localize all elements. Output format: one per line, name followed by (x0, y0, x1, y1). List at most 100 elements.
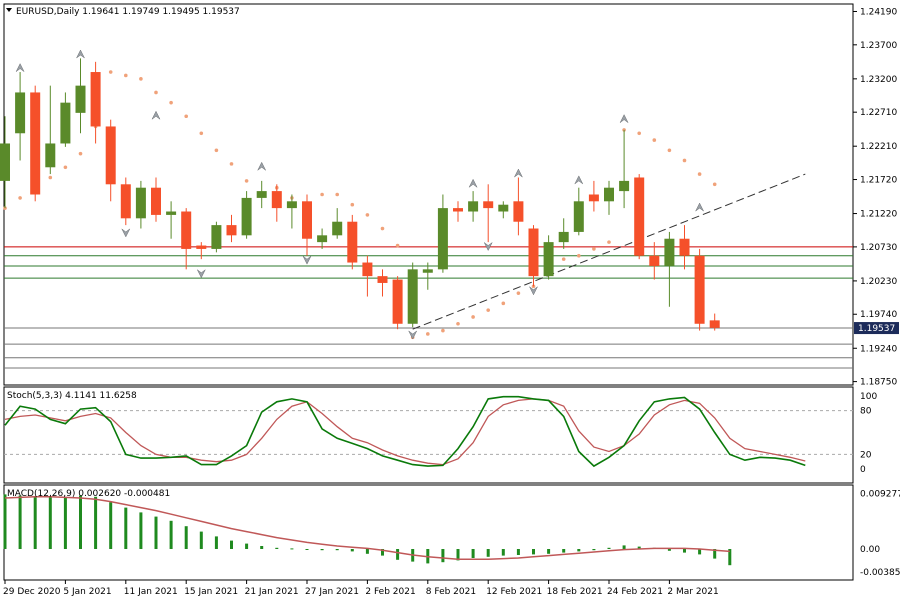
macd-hist-bar (471, 549, 475, 558)
candle-body (649, 255, 660, 266)
candle-body (709, 320, 720, 328)
candle-body (271, 191, 282, 209)
macd-signal-line (4, 496, 730, 560)
fractal-arrow-icon (695, 202, 704, 212)
sar-dot (169, 100, 173, 105)
last-price-box (854, 322, 899, 335)
date-label: 2 Mar 2021 (667, 587, 718, 597)
sar-dot (350, 202, 355, 207)
date-label: 12 Feb 2021 (486, 587, 542, 597)
sar-dot (184, 114, 188, 119)
macd-hist-bar (547, 549, 551, 554)
candle-body (588, 194, 599, 202)
sar-dot (199, 131, 204, 136)
candle-body (211, 225, 222, 249)
sar-dot (441, 328, 445, 333)
date-label: 21 Jan 2021 (245, 587, 299, 597)
candle-body (286, 201, 297, 209)
macd-hist-bar (320, 549, 324, 551)
price-tick-label: 1.20730 (860, 243, 897, 253)
candle-body (513, 201, 524, 222)
macd-hist-bar (335, 549, 339, 551)
candle-body (483, 201, 494, 209)
macd-hist-bar (456, 549, 460, 561)
macd-tick-label: 0.009277 (860, 489, 900, 499)
candle-body (332, 221, 343, 236)
sar-dot (561, 257, 566, 261)
macd-hist-bar (230, 540, 233, 549)
sar-dot (592, 247, 596, 251)
sar-dot (124, 73, 128, 78)
macd-hist-bar (532, 549, 535, 555)
fractal-arrow-icon (257, 161, 266, 171)
candle-body (377, 276, 388, 283)
candle-body (573, 201, 584, 232)
macd-hist-bar (48, 496, 52, 549)
macd-hist-bar (698, 549, 702, 555)
macd-tick-label: -0.003855 (860, 568, 900, 578)
date-label: 24 Feb 2021 (607, 587, 663, 597)
macd-hist-bar (124, 507, 128, 549)
candle-body (0, 143, 10, 181)
candle-body (362, 262, 373, 277)
candle-body (664, 238, 675, 266)
date-label: 11 Jan 2021 (124, 587, 178, 597)
candle-body (105, 126, 116, 185)
sar-dot (516, 291, 521, 295)
candle-body (634, 177, 645, 256)
candle-body (543, 242, 554, 277)
price-tick-label: 1.22710 (860, 108, 897, 118)
macd-hist-bar (63, 497, 67, 549)
fractal-arrow-icon (483, 242, 493, 252)
macd-hist-bar (199, 531, 203, 549)
sar-dot (48, 175, 53, 180)
macd-hist-bar (109, 502, 113, 549)
macd-hist-bar (214, 536, 218, 549)
sar-dot (577, 253, 581, 258)
stoch-panel (3, 386, 854, 484)
candle-body (256, 191, 267, 198)
macd-hist-bar (245, 543, 249, 549)
date-label: 8 Feb 2021 (426, 587, 476, 597)
macd-hist-bar (486, 549, 490, 557)
candle-body (694, 255, 705, 324)
date-label: 27 Jan 2021 (305, 587, 359, 597)
macd-hist-bar (290, 548, 294, 550)
price-tick-label: 1.21720 (860, 176, 897, 186)
macd-hist-bar (637, 546, 641, 549)
sar-dot (139, 77, 143, 81)
candle-body (75, 85, 86, 113)
candle-body (407, 269, 418, 324)
sar-dot (652, 138, 657, 142)
sar-dot (637, 131, 641, 136)
sar-dot (244, 179, 249, 183)
macd-hist-bar (396, 549, 400, 560)
macd-hist-bar (667, 549, 671, 551)
candle-body (120, 184, 131, 219)
candle-body (151, 187, 161, 215)
price-tick-label: 1.19740 (860, 310, 897, 320)
sar-dot (108, 70, 113, 74)
sar-dot (380, 226, 385, 231)
date-label: 5 Jan 2021 (63, 587, 111, 597)
macd-hist-bar (683, 549, 686, 553)
macd-hist-bar (18, 495, 22, 549)
symbol-dropdown-icon[interactable] (6, 8, 12, 12)
fractal-arrow-icon (514, 168, 523, 178)
candle-body (528, 228, 539, 277)
macd-hist-bar (607, 547, 611, 549)
macd-panel (3, 484, 854, 581)
price-tick-label: 1.18750 (860, 378, 897, 388)
stoch-tick-label: 80 (860, 407, 872, 417)
sar-dot (365, 213, 370, 217)
candle-body (347, 221, 358, 263)
macd-tick-label: 0.00 (860, 545, 880, 555)
date-label: 18 Feb 2021 (547, 587, 603, 597)
fractal-arrow-icon (76, 49, 85, 59)
sar-dot (682, 158, 687, 163)
candle-body (15, 92, 26, 134)
sar-dot (63, 165, 68, 170)
macd-hist-bar (562, 549, 566, 553)
macd-hist-bar (169, 520, 173, 549)
